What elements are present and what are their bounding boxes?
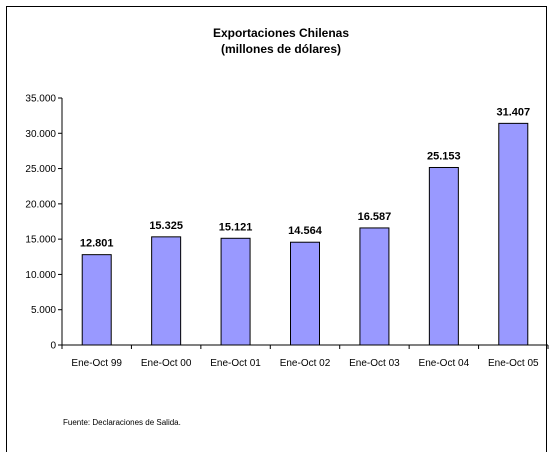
x-tick-label: Ene-Oct 01: [210, 358, 261, 369]
bars: 12.801 15.325 15.121 14.564 16.587 25.153 31.4…: [80, 106, 530, 346]
bar: [428, 166, 459, 346]
source-note: Fuente: Declaraciones de Salida.: [63, 418, 181, 427]
bar: [498, 122, 529, 346]
data-label: 12.801: [80, 238, 114, 250]
data-label: 31.407: [496, 106, 530, 118]
y-tick-label: 35.000: [25, 94, 56, 105]
data-label: 16.587: [358, 211, 392, 223]
y-tick-label: 15.000: [25, 235, 56, 246]
axes: 0 5.000 10.000 15.000 20.000 25.000 30.000 35.0…: [25, 94, 549, 369]
x-tick-label: Ene-Oct 00: [141, 358, 192, 369]
data-label: 15.325: [149, 220, 183, 232]
x-tick-label: Ene-Oct 04: [419, 358, 470, 369]
bar: [290, 241, 320, 346]
bar: [359, 227, 390, 346]
chart-title: Exportaciones Chilenas: [213, 26, 349, 40]
data-label: 14.564: [288, 225, 323, 237]
y-tick-label: 20.000: [25, 199, 56, 210]
y-tick-label: 25.000: [25, 164, 56, 175]
bar: [220, 237, 251, 346]
y-tick-label: 30.000: [25, 129, 56, 140]
data-label: 15.121: [219, 221, 253, 233]
x-tick-label: Ene-Oct 03: [349, 358, 400, 369]
bar: [151, 236, 182, 346]
x-tick-label: Ene-Oct 99: [71, 358, 122, 369]
bar: [81, 254, 112, 346]
y-tick-label: 5.000: [31, 305, 56, 316]
data-label: 25.153: [427, 150, 461, 162]
x-tick-label: Ene-Oct 05: [488, 358, 539, 369]
x-tick-label: Ene-Oct 02: [280, 358, 331, 369]
y-tick-label: 10.000: [25, 270, 56, 281]
chart-subtitle: (millones de dólares): [221, 42, 341, 56]
y-tick-label: 0: [50, 341, 56, 352]
